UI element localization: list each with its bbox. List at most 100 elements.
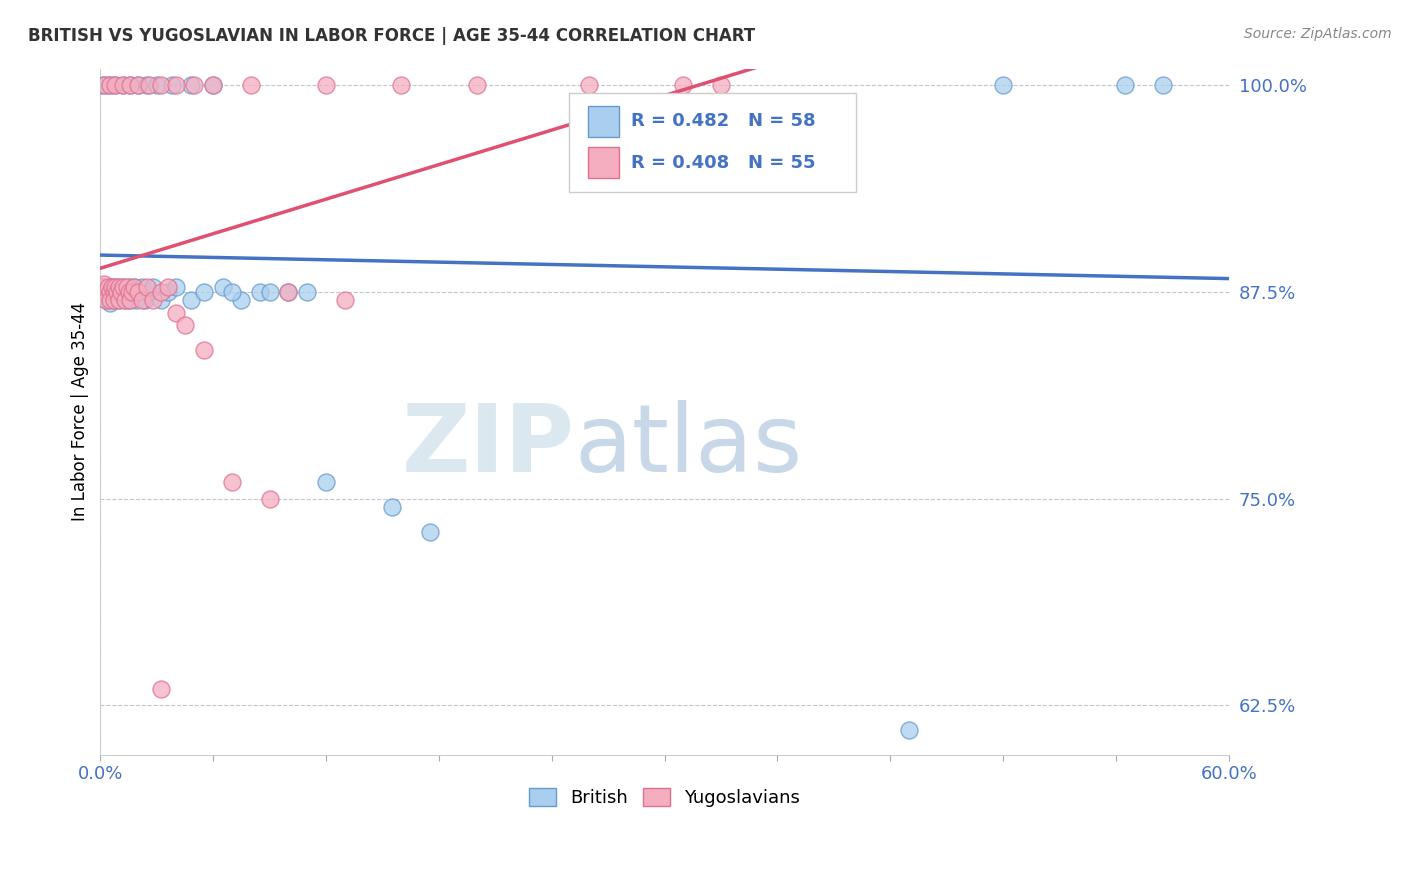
Point (157, 285, 180, 299)
Point (149, 681, 172, 696)
Point (1114, 78, 1136, 92)
Point (277, 285, 299, 299)
Point (149, 293, 172, 307)
Point (108, 285, 131, 299)
Point (315, 78, 337, 92)
Point (122, 280, 145, 294)
Point (136, 78, 159, 92)
Point (110, 285, 132, 299)
Point (98, 296, 121, 310)
Point (578, 78, 600, 92)
Point (465, 78, 488, 92)
Point (160, 78, 183, 92)
FancyBboxPatch shape (588, 147, 620, 178)
Point (98, 78, 121, 92)
Point (165, 306, 187, 320)
Point (1152, 78, 1174, 92)
Point (97, 280, 120, 294)
Point (315, 475, 337, 489)
Point (180, 293, 202, 307)
Point (259, 491, 281, 506)
Point (127, 78, 149, 92)
Point (110, 285, 132, 299)
Point (91, 78, 114, 92)
Point (93, 277, 115, 291)
Point (142, 293, 165, 307)
Point (104, 285, 127, 299)
Point (149, 285, 172, 299)
Point (117, 285, 139, 299)
Point (98, 293, 121, 307)
Point (94, 78, 117, 92)
Point (672, 78, 695, 92)
Point (157, 280, 180, 294)
Text: R = 0.482   N = 58: R = 0.482 N = 58 (631, 112, 815, 130)
Point (180, 78, 202, 92)
Point (111, 78, 134, 92)
Point (418, 524, 440, 539)
FancyBboxPatch shape (568, 93, 856, 192)
Point (120, 78, 142, 92)
Point (127, 285, 149, 299)
Point (121, 285, 143, 299)
Point (202, 78, 225, 92)
Point (93, 285, 115, 299)
Point (231, 293, 253, 307)
Legend: British, Yugoslavians: British, Yugoslavians (522, 780, 807, 814)
Point (120, 293, 142, 307)
Point (120, 78, 142, 92)
Point (211, 280, 233, 294)
Text: atlas: atlas (574, 400, 803, 492)
Point (142, 280, 165, 294)
Point (127, 78, 149, 92)
Point (165, 78, 187, 92)
Point (117, 280, 139, 294)
Point (277, 285, 299, 299)
Point (108, 293, 131, 307)
Point (127, 285, 149, 299)
Point (193, 343, 215, 357)
Point (136, 280, 159, 294)
Point (239, 78, 262, 92)
Point (108, 280, 131, 294)
Point (165, 280, 187, 294)
Point (108, 293, 131, 307)
Point (131, 293, 153, 307)
Point (115, 285, 138, 299)
Y-axis label: In Labor Force | Age 35-44: In Labor Force | Age 35-44 (72, 302, 89, 521)
Text: BRITISH VS YUGOSLAVIAN IN LABOR FORCE | AGE 35-44 CORRELATION CHART: BRITISH VS YUGOSLAVIAN IN LABOR FORCE | … (28, 27, 755, 45)
Point (993, 78, 1015, 92)
Point (149, 78, 172, 92)
Point (120, 293, 142, 307)
Point (131, 280, 153, 294)
Point (98, 285, 121, 299)
Point (221, 285, 243, 299)
Point (221, 475, 243, 489)
Point (105, 285, 128, 299)
Point (114, 293, 136, 307)
Point (97, 280, 120, 294)
Point (389, 78, 412, 92)
Point (898, 723, 921, 737)
Point (100, 280, 122, 294)
Point (115, 280, 138, 294)
Point (93, 78, 115, 92)
Point (94, 293, 117, 307)
Point (103, 293, 125, 307)
Point (710, 78, 733, 92)
Point (100, 280, 122, 294)
Point (125, 293, 148, 307)
Text: ZIP: ZIP (402, 400, 574, 492)
Point (297, 285, 319, 299)
Point (104, 78, 127, 92)
Point (111, 280, 134, 294)
Point (138, 78, 160, 92)
Point (94, 293, 117, 307)
Point (103, 293, 125, 307)
Point (111, 280, 134, 294)
Point (91, 280, 114, 294)
Point (105, 280, 128, 294)
Point (333, 293, 356, 307)
Point (104, 78, 127, 92)
Point (202, 78, 225, 92)
